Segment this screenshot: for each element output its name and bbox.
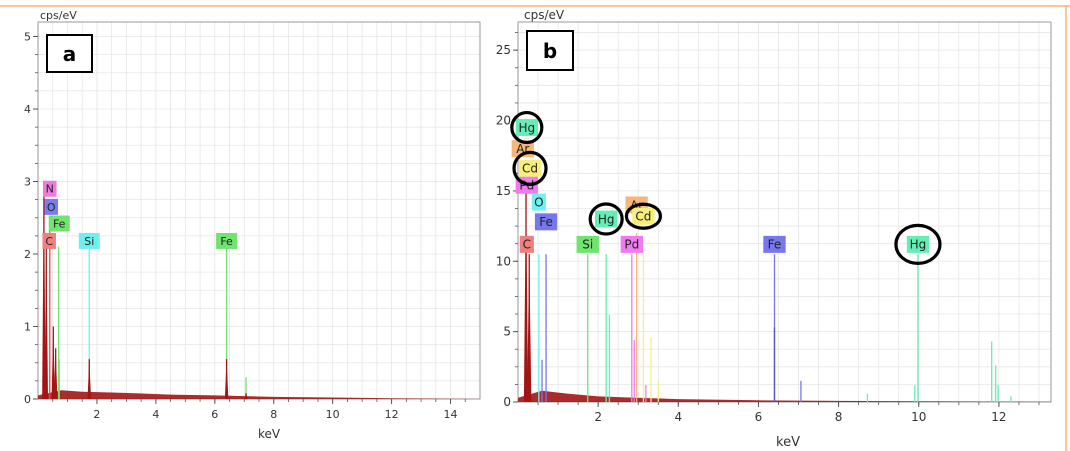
panel-a-x-tick-label: 4 (152, 408, 159, 421)
panel-b-element-label: O (534, 195, 543, 209)
panel-b-element-label-box (595, 210, 618, 228)
panel-a-y-tick-label: 2 (24, 248, 31, 261)
panel-a-x-tick-label: 8 (270, 408, 277, 421)
panel-b-element-label-box (515, 119, 538, 137)
panel-b-ylabel: cps/eV (524, 8, 565, 22)
panel-a-element-label: Fe (53, 218, 66, 231)
panel-b-element-label-box (632, 207, 655, 225)
panel-b-element-label: Fe (768, 238, 782, 252)
panel-b-x-tick-label: 8 (835, 410, 843, 424)
panel-b-highlight-circle (510, 110, 544, 145)
panel-a-badge: a (46, 34, 93, 73)
panel-b-element-label: Hg (910, 238, 927, 252)
panel-b-element-label: Hg (518, 121, 535, 135)
panel-a-peak-fill (224, 359, 229, 399)
panel-b-highlight-circle (624, 202, 663, 230)
panel-a-peak-fill (244, 393, 248, 399)
panel-b-y-tick-label: 5 (503, 325, 511, 339)
panel-b-element-label: Si (582, 238, 593, 252)
panel-a-element-label: O (47, 201, 56, 214)
panel-b-element-label-box (906, 235, 930, 253)
panel-b-x-tick-label: 10 (911, 410, 926, 424)
panel-a-y-tick-label: 1 (24, 321, 31, 334)
panel-a-element-label: C (45, 235, 53, 248)
panel-a-peak-fill (87, 359, 92, 399)
panel-b-element-label-box (534, 213, 558, 231)
panel-a-x-tick-label: 2 (93, 408, 100, 421)
panel-a-peak-fill (44, 239, 49, 399)
panel-b-badge-text: b (543, 39, 557, 63)
panel-b-element-label: Hg (598, 212, 615, 226)
panel-a-grid (38, 22, 480, 399)
panel-b-element-label-box (531, 193, 546, 211)
panel-b-y-tick-label: 20 (496, 114, 511, 128)
panel-a-x-tick-label: 14 (444, 408, 458, 421)
panel-a-peak-fill (42, 181, 46, 399)
panel-b-highlight-circle (894, 223, 942, 265)
panel-b-x-tick-label: 2 (594, 410, 602, 424)
panel-a-background-spectrum (38, 390, 480, 399)
panel-b-xlabel: keV (776, 435, 800, 450)
panel-a-element-label-box (48, 215, 70, 232)
panel-b-highlight-circle (588, 202, 624, 236)
panel-a-element-label-box (42, 232, 56, 249)
panel-a-y-tick-label: 0 (24, 393, 31, 406)
panel-a-x-tick-label: 10 (326, 408, 340, 421)
panel-b-peak-fill (527, 254, 532, 402)
panel-a-element-label-box (43, 180, 57, 197)
panel-a-badge-text: a (63, 42, 77, 66)
panel-a-peaks (42, 181, 248, 399)
panel-a-element-label-box (78, 232, 100, 249)
panel-b-x-tick-label: 12 (991, 410, 1006, 424)
panel-a-y-tick-label: 5 (24, 31, 31, 44)
panel-a-element-label-box (44, 198, 58, 215)
panel-b-x-tick-label: 6 (755, 410, 763, 424)
panel-a-element-label-box (216, 232, 238, 249)
panel-a-element-label: Fe (220, 235, 233, 248)
panel-b-peaks (523, 183, 1012, 402)
panel-b-element-label-box (519, 235, 534, 253)
panel-a-x-tick-label: 6 (211, 408, 218, 421)
panel-b-highlight-circle (512, 150, 548, 186)
panel-b-element-label-box (763, 235, 786, 253)
panel-a-peak-fill (53, 348, 58, 399)
panel-a-peak-fill (51, 326, 56, 399)
panel-b-peak-fill (523, 183, 529, 402)
panel-b-y-tick-label: 15 (496, 184, 511, 198)
panel-b-element-label: Pd (624, 238, 639, 252)
panel-b-y-tick-label: 25 (496, 43, 511, 57)
panel-a-y-tick-label: 4 (24, 103, 31, 116)
panel-a-ylabel: cps/eV (40, 9, 77, 22)
panel-b-element-label-box (576, 235, 599, 253)
panel-b-x-tick-label: 4 (674, 410, 682, 424)
panel-b-badge: b (526, 30, 574, 71)
panel-a-x-tick-label: 12 (385, 408, 399, 421)
panel-b-grid (518, 22, 1051, 402)
panel-b-element-label: Fe (539, 215, 553, 229)
panel-b-y-tick-label: 10 (496, 254, 511, 268)
panel-b-element-label-box (620, 235, 643, 253)
panel-b-element-label: Cd (635, 210, 651, 224)
panel-a-element-label: Si (84, 235, 94, 248)
panel-a-element-label: N (46, 183, 54, 196)
panel-a-xlabel: keV (258, 427, 281, 441)
panel-b-element-label-box (518, 159, 542, 177)
panel-b-element-label: C (523, 238, 531, 252)
panel-a-y-tick-label: 3 (24, 176, 31, 189)
panel-b-element-label: Cd (522, 162, 538, 176)
panel-b-y-tick-label: 0 (503, 395, 511, 409)
